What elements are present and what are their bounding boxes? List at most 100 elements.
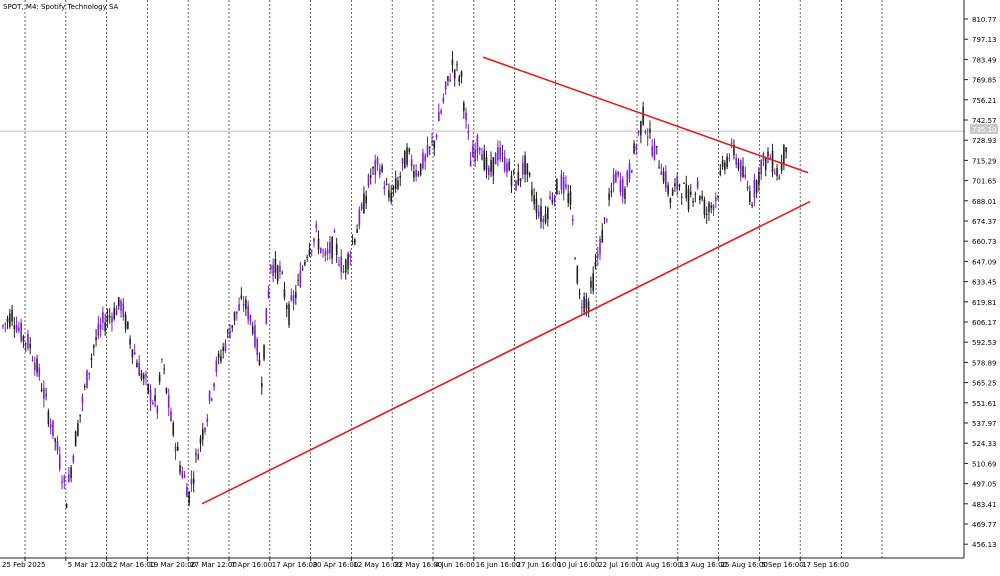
candle-body bbox=[601, 229, 604, 243]
candle-body bbox=[288, 304, 290, 326]
candle-body bbox=[544, 213, 547, 223]
time-tick-label: 13 Aug 16:00 bbox=[680, 561, 727, 569]
candle-body bbox=[535, 198, 538, 213]
candle-body bbox=[140, 372, 143, 379]
candle-body bbox=[522, 162, 524, 175]
candle-body bbox=[340, 256, 343, 273]
time-tick-label: 27 Mar 12:00 bbox=[190, 561, 237, 569]
candle-body bbox=[342, 271, 345, 273]
candle-body bbox=[492, 157, 495, 176]
candle-body bbox=[347, 253, 349, 269]
candle-body bbox=[403, 150, 406, 169]
candle-body bbox=[20, 322, 22, 341]
candle-body bbox=[696, 180, 699, 188]
price-tick-label: 769.85 bbox=[972, 77, 997, 85]
candle-body bbox=[603, 217, 606, 219]
candle-body bbox=[540, 206, 542, 222]
candle-body bbox=[254, 325, 256, 347]
candle-body bbox=[651, 146, 654, 156]
candle-body bbox=[58, 454, 61, 470]
candle-body bbox=[417, 174, 420, 176]
candle-body bbox=[108, 315, 111, 318]
candle-body bbox=[233, 311, 236, 321]
candle-body bbox=[478, 148, 481, 151]
candle-body bbox=[131, 349, 134, 358]
candle-body bbox=[167, 395, 170, 408]
candle-body bbox=[181, 471, 184, 478]
candle-body bbox=[528, 173, 531, 176]
time-tick-label: 7 Apr 16:00 bbox=[231, 561, 272, 569]
candle-body bbox=[190, 478, 193, 485]
price-tick-label: 456.13 bbox=[972, 541, 997, 549]
candle-body bbox=[415, 170, 417, 177]
candle-body bbox=[728, 158, 731, 160]
candle-body bbox=[188, 491, 190, 504]
candle-body bbox=[737, 162, 740, 169]
candle-body bbox=[633, 143, 635, 153]
candle-body bbox=[79, 414, 81, 417]
time-tick-label: 25 Aug 16:00 bbox=[721, 561, 768, 569]
candle-body bbox=[556, 179, 558, 195]
candle-body bbox=[553, 195, 556, 202]
candle-body bbox=[785, 147, 787, 152]
candle-body bbox=[510, 175, 513, 186]
candle-body bbox=[38, 367, 41, 377]
candle-body bbox=[467, 131, 470, 134]
candle-body bbox=[594, 261, 597, 268]
price-tick-label: 783.49 bbox=[972, 56, 997, 64]
price-tick-label: 565.25 bbox=[972, 380, 997, 388]
time-tick-label: 12 Mar 16:00 bbox=[109, 561, 156, 569]
candle-body bbox=[469, 160, 472, 167]
candle-body bbox=[624, 188, 626, 200]
candle-body bbox=[640, 121, 642, 136]
candle-body bbox=[117, 297, 120, 307]
candle-body bbox=[574, 258, 576, 260]
candle-body bbox=[369, 175, 372, 178]
candle-body bbox=[551, 199, 554, 203]
candle-body bbox=[222, 346, 224, 351]
candle-body bbox=[444, 81, 447, 90]
candle-body bbox=[490, 159, 492, 172]
candle-body bbox=[687, 188, 690, 210]
candle-body bbox=[283, 289, 286, 298]
candle-body bbox=[320, 247, 322, 253]
time-tick-label: 12 May 16:00 bbox=[353, 561, 401, 569]
candle-body bbox=[419, 163, 422, 175]
candle-body bbox=[751, 204, 753, 207]
candle-body bbox=[304, 261, 306, 265]
candle-body bbox=[70, 467, 72, 478]
price-tick-label: 524.33 bbox=[972, 440, 997, 448]
candle-body bbox=[567, 193, 570, 203]
candle-body bbox=[129, 338, 131, 345]
candle-body bbox=[9, 313, 11, 327]
time-tick-label: 19 Mar 20:00 bbox=[149, 561, 196, 569]
candle-body bbox=[628, 163, 631, 180]
candle-body bbox=[356, 229, 358, 233]
candle-body bbox=[40, 389, 43, 392]
price-tick-label: 497.05 bbox=[972, 481, 997, 489]
candle-body bbox=[433, 141, 436, 149]
candle-body bbox=[95, 337, 97, 341]
candle-body bbox=[249, 315, 252, 322]
resistance-trendline[interactable] bbox=[482, 56, 809, 174]
support-trendline[interactable] bbox=[201, 200, 811, 505]
candle-body bbox=[431, 141, 433, 143]
candle-body bbox=[192, 478, 195, 484]
candle-body bbox=[265, 308, 268, 325]
candle-body bbox=[658, 167, 660, 169]
time-tick-label: 5 Mar 12:00 bbox=[68, 561, 110, 569]
candle-body bbox=[515, 180, 517, 191]
candle-body bbox=[6, 318, 9, 323]
price-tick-label: 728.93 bbox=[972, 137, 997, 145]
candle-body bbox=[526, 163, 529, 175]
candle-body bbox=[324, 251, 327, 256]
candle-body bbox=[197, 454, 200, 460]
candle-body bbox=[637, 131, 640, 133]
candle-body bbox=[769, 157, 772, 159]
candle-body bbox=[102, 312, 104, 323]
price-tick-label: 633.45 bbox=[972, 279, 997, 287]
candle-body bbox=[649, 128, 651, 133]
price-tick-label: 510.69 bbox=[972, 460, 997, 468]
candle-body bbox=[428, 146, 431, 148]
price-tick-label: 483.41 bbox=[972, 501, 997, 509]
